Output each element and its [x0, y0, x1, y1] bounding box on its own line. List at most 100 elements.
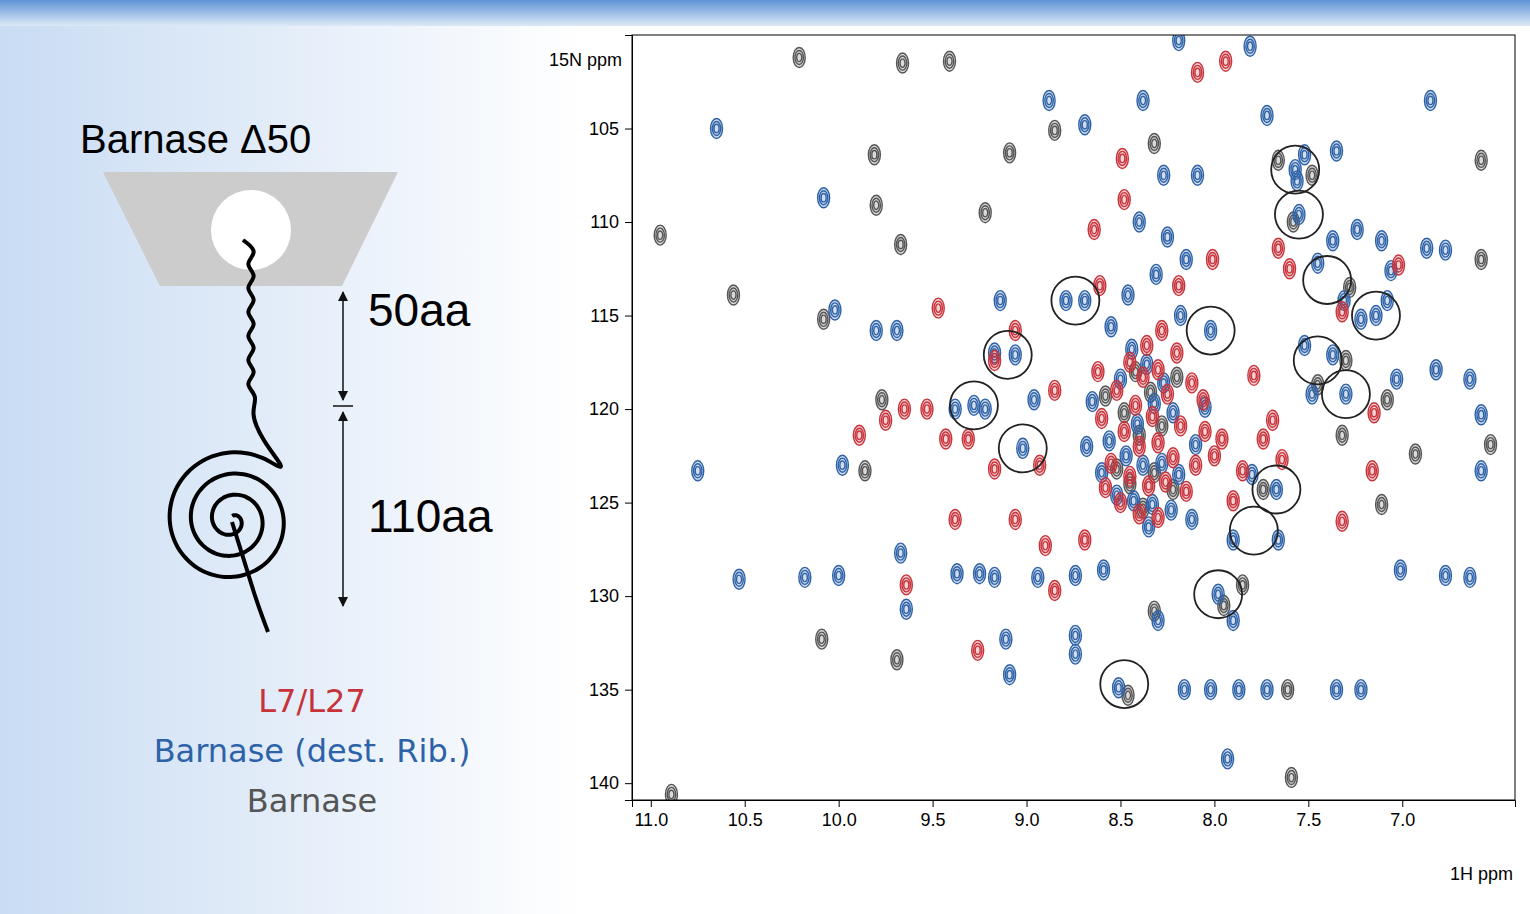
peak — [1167, 448, 1179, 468]
peak — [665, 784, 677, 800]
peak — [1186, 373, 1198, 393]
peak — [1118, 422, 1130, 442]
peak — [974, 564, 986, 584]
peak — [1152, 433, 1164, 453]
peak — [891, 321, 903, 341]
peak — [1464, 567, 1476, 587]
tick-mark — [1214, 800, 1215, 807]
peak — [962, 429, 974, 449]
peak — [994, 291, 1006, 311]
peak — [1156, 453, 1168, 473]
peak — [1191, 165, 1203, 185]
tick: 8.0 — [1202, 800, 1227, 830]
tick-mark — [1027, 800, 1028, 807]
peak — [1103, 431, 1115, 451]
peak — [1178, 680, 1190, 700]
tick: 7.0 — [1390, 800, 1415, 830]
peak — [1004, 665, 1016, 685]
background — [0, 0, 1530, 914]
peak — [1205, 321, 1217, 341]
peak — [1261, 105, 1273, 125]
peak — [1141, 335, 1153, 355]
highlight-circle — [950, 381, 998, 429]
highlight-circle — [1051, 277, 1099, 325]
tick-mark — [1402, 800, 1403, 807]
tick-mark — [651, 800, 652, 807]
peak — [1340, 384, 1352, 404]
peak — [1060, 291, 1072, 311]
peak — [1165, 500, 1177, 520]
legend-entry: Barnase (dest. Rib.) — [154, 732, 471, 770]
tick-label: 8.0 — [1202, 810, 1227, 830]
peak — [1186, 509, 1198, 529]
peak — [1306, 384, 1318, 404]
peak — [1171, 343, 1183, 363]
peak — [1133, 212, 1145, 232]
tick-label: 7.0 — [1390, 810, 1415, 830]
peak — [1173, 276, 1185, 296]
tick: 10.0 — [822, 800, 857, 830]
highlight-circle — [1322, 370, 1370, 418]
peak — [1261, 680, 1273, 700]
peak — [1475, 405, 1487, 425]
peak — [1394, 560, 1406, 580]
peak — [1122, 285, 1134, 305]
peak — [932, 298, 944, 318]
peak — [1366, 461, 1378, 481]
tick: 140 — [589, 773, 632, 793]
peak — [1248, 365, 1260, 385]
tick-mark — [839, 800, 840, 807]
chain — [170, 240, 284, 577]
peak — [1175, 306, 1187, 326]
tick: 115 — [590, 306, 632, 326]
highlight-circle — [1100, 660, 1148, 708]
peak — [1009, 345, 1021, 365]
tick-label: 115 — [590, 306, 619, 326]
peak — [1137, 90, 1149, 110]
peak — [1285, 768, 1297, 788]
tick-label: 130 — [589, 586, 619, 606]
peak — [870, 321, 882, 341]
peak — [1111, 380, 1123, 400]
length-label: 110aa — [368, 490, 493, 542]
highlight-circle — [999, 424, 1047, 472]
peak — [1156, 321, 1168, 341]
peak — [1327, 345, 1339, 365]
peak — [1113, 678, 1125, 698]
peak — [1376, 494, 1388, 514]
peak — [1430, 360, 1442, 380]
peak — [1069, 644, 1081, 664]
highlight-circle — [1194, 570, 1242, 618]
plot-background — [632, 35, 1515, 800]
highlight-circle — [1352, 292, 1400, 340]
highlight-circles — [950, 146, 1400, 708]
highlight-circle — [1187, 307, 1235, 355]
plot-frame — [632, 35, 1515, 800]
tick-label: 110 — [590, 212, 619, 232]
peak — [727, 285, 739, 305]
peak — [949, 509, 961, 529]
peak — [1098, 560, 1110, 580]
highlight-circle — [1252, 466, 1300, 514]
top-band — [0, 0, 1530, 26]
tick: 7.5 — [1296, 800, 1321, 830]
peaks — [654, 35, 1496, 800]
peak — [1216, 429, 1228, 449]
peak — [1152, 610, 1164, 630]
tick-label: 7.5 — [1296, 810, 1321, 830]
peak — [1284, 259, 1296, 279]
peak-series — [692, 35, 1487, 769]
peak — [1257, 429, 1269, 449]
peak — [1133, 436, 1145, 456]
peak — [951, 564, 963, 584]
peak — [1222, 749, 1234, 769]
peak — [1205, 680, 1217, 700]
peak — [979, 203, 991, 223]
tick-mark — [625, 690, 632, 691]
tick-mark — [625, 409, 632, 410]
peak — [1161, 384, 1173, 404]
peak — [895, 543, 907, 563]
peak — [1131, 414, 1143, 434]
peak — [1049, 120, 1061, 140]
peak — [1191, 62, 1203, 82]
